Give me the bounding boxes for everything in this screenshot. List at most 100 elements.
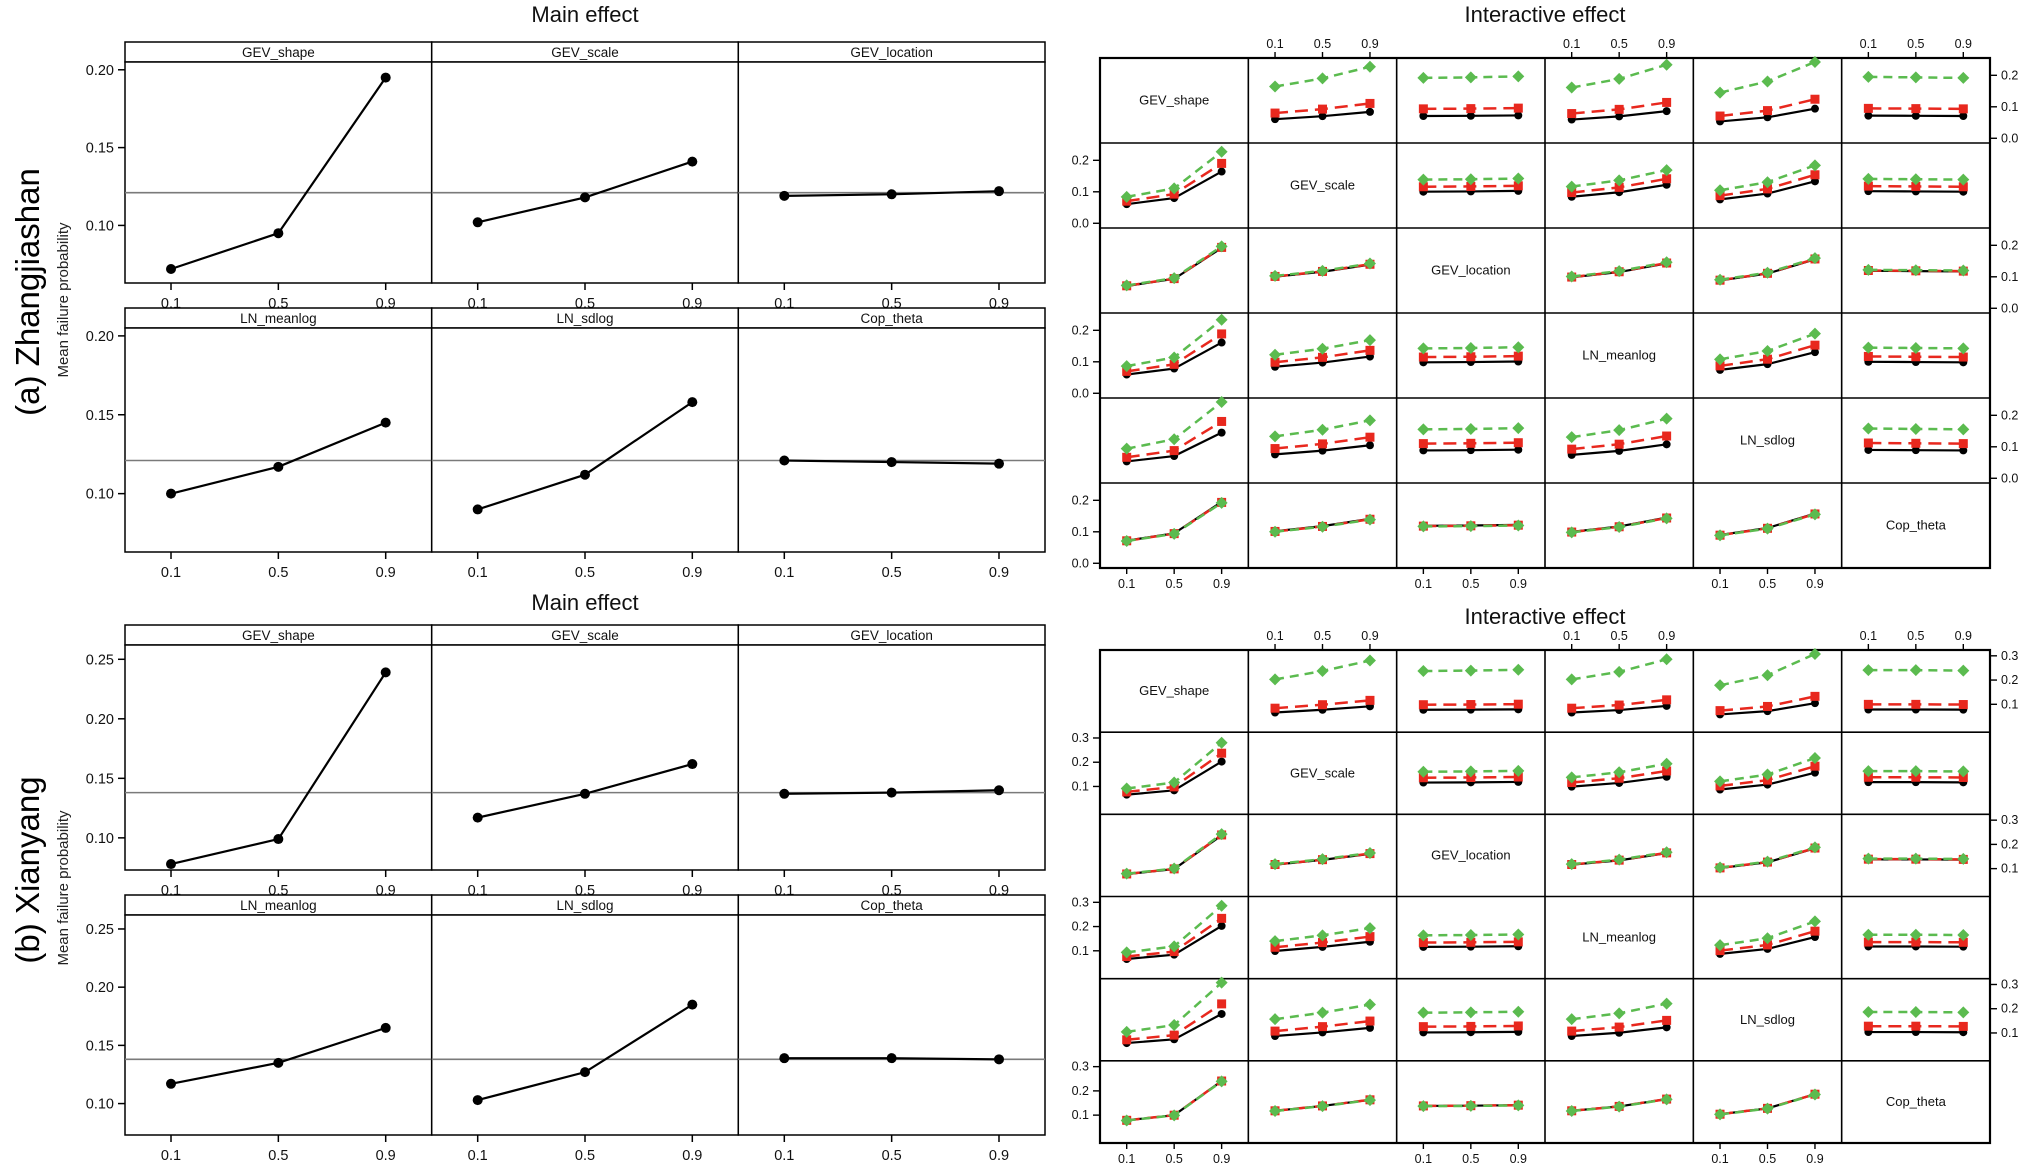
interactive-cell-Cop_theta-x-LN_meanlog: [1565, 1093, 1673, 1118]
marker-diamond: [1316, 264, 1329, 277]
data-point: [166, 488, 177, 499]
marker-circle: [1419, 111, 1428, 120]
bottom-tick-label: 0.1: [1711, 577, 1728, 591]
y-tick-label: 0.20: [86, 329, 114, 345]
marker-circle: [1365, 107, 1374, 116]
marker-diamond: [1316, 665, 1329, 678]
marker-square: [1270, 444, 1280, 454]
bottom-tick-label: 0.5: [1462, 577, 1479, 591]
marker-circle: [1217, 757, 1226, 766]
left-tick-label: 0.0: [1072, 556, 1089, 570]
bottom-tick-label: 0.5: [1462, 1152, 1479, 1163]
interactive-cell-GEV_shape-x-Cop_theta: [1862, 70, 1970, 120]
panel-strip-label: Cop_theta: [860, 311, 923, 326]
marker-square: [1365, 432, 1375, 442]
marker-square: [1662, 97, 1672, 107]
marker-diamond: [1565, 1013, 1578, 1026]
bottom-tick-label: 0.5: [1759, 577, 1776, 591]
marker-diamond: [1168, 940, 1181, 953]
marker-square: [1911, 438, 1921, 448]
marker-diamond: [1808, 915, 1821, 928]
marker-square: [1466, 104, 1476, 114]
marker-diamond: [1120, 946, 1133, 959]
interactive-cell-GEV_location-x-LN_sdlog: [1714, 252, 1821, 286]
marker-diamond: [1613, 174, 1626, 187]
x-tick-label: 0.1: [468, 565, 488, 581]
marker-square: [1810, 170, 1820, 180]
bottom-tick-label: 0.9: [1806, 1152, 1823, 1163]
bottom-tick-label: 0.5: [1759, 1152, 1776, 1163]
marker-diamond: [1909, 71, 1922, 84]
marker-square: [1614, 182, 1624, 192]
site-b-main-effect-chart-panel-LN_sdlog: LN_sdlog 0.1 0.5 0.9: [430, 894, 740, 1163]
marker-circle: [1318, 446, 1327, 455]
right-tick-label: 0.1: [2001, 100, 2018, 114]
marker-diamond: [1316, 423, 1329, 436]
marker-diamond: [1909, 664, 1922, 677]
marker-diamond: [1714, 529, 1727, 542]
marker-diamond: [1761, 522, 1774, 535]
marker-circle: [1810, 348, 1819, 357]
marker-circle: [1615, 112, 1624, 121]
marker-diamond: [1363, 414, 1376, 427]
marker-square: [1418, 1022, 1428, 1032]
right-tick-label: 0.1: [2001, 697, 2018, 711]
top-tick-label: 0.1: [1860, 629, 1877, 643]
bottom-tick-label: 0.9: [1213, 1152, 1230, 1163]
interactive-cell-LN_meanlog-x-GEV_location: [1417, 928, 1525, 951]
marker-square: [1863, 103, 1873, 113]
marker-diamond: [1808, 56, 1821, 68]
marker-diamond: [1120, 279, 1133, 292]
top-tick-label: 0.9: [1361, 629, 1378, 643]
marker-diamond: [1761, 75, 1774, 88]
interactive-cell-LN_meanlog-x-Cop_theta: [1862, 928, 1970, 951]
top-tick-label: 0.5: [1907, 37, 1924, 51]
marker-diamond: [1363, 334, 1376, 347]
marker-square: [1318, 938, 1327, 948]
marker-diamond: [1957, 264, 1970, 277]
marker-diamond: [1417, 929, 1430, 942]
marker-diamond: [1363, 922, 1376, 935]
marker-square: [1567, 444, 1577, 454]
y-tick-label: 0.10: [86, 831, 114, 847]
marker-diamond: [1714, 939, 1727, 952]
interactive-cell-LN_meanlog-x-LN_sdlog: [1714, 915, 1821, 958]
data-point: [886, 787, 897, 798]
top-tick-label: 0.5: [1610, 37, 1627, 51]
marker-square: [1911, 937, 1921, 947]
marker-diamond: [1909, 264, 1922, 277]
marker-diamond: [1660, 256, 1673, 269]
x-tick-label: 0.1: [774, 565, 794, 581]
marker-circle: [1911, 111, 1920, 120]
x-tick-label: 0.1: [468, 1148, 488, 1163]
marker-diamond: [1512, 1005, 1525, 1018]
marker-square: [1365, 932, 1375, 942]
marker-diamond: [1363, 513, 1376, 526]
marker-square: [1466, 181, 1476, 191]
marker-diamond: [1660, 997, 1673, 1010]
panel-strip-label: GEV_location: [850, 45, 933, 60]
marker-square: [1270, 357, 1280, 367]
x-tick-label: 0.9: [682, 1148, 702, 1163]
data-point: [886, 189, 897, 200]
interactive-cell-GEV_scale-x-Cop_theta: [1862, 172, 1970, 196]
site-a-interactive-effect-chart: 0.1 0.5 0.9 0.1 0.5 0.9 0.1 0.5 0.9 0.1 0.5 0.9 0.1 0…: [1072, 37, 2019, 591]
left-tick-label: 0.1: [1072, 355, 1089, 369]
marker-circle: [1217, 428, 1226, 437]
y-tick-label: 0.25: [86, 922, 114, 938]
data-point: [580, 1067, 590, 1078]
x-tick-label: 0.5: [882, 1148, 902, 1163]
marker-diamond: [1613, 265, 1626, 278]
marker-diamond: [1613, 424, 1626, 437]
marker-circle: [1959, 111, 1968, 120]
marker-square: [1466, 772, 1476, 782]
marker-square: [1169, 446, 1179, 456]
marker-diamond: [1120, 1025, 1133, 1038]
diagonal-factor-label: LN_sdlog: [1740, 433, 1795, 448]
right-tick-label: 0.2: [2001, 68, 2018, 82]
marker-square: [1958, 1021, 1968, 1031]
marker-square: [1863, 181, 1873, 191]
marker-diamond: [1464, 929, 1477, 942]
